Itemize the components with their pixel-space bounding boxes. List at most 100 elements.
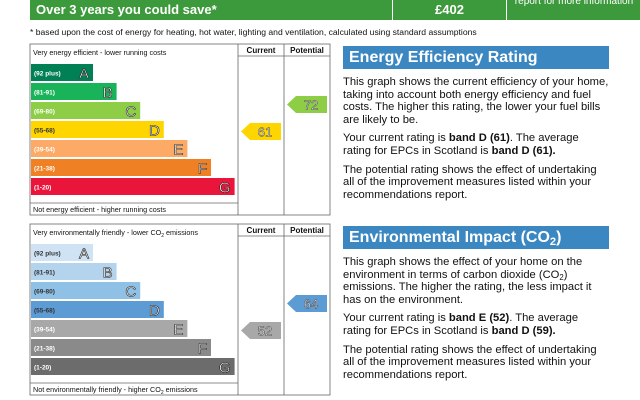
label-part: Very environmentally friendly - lower CO — [33, 228, 162, 237]
column-header: Potential — [290, 46, 324, 55]
paragraph: Your current rating is band E (52). The … — [343, 312, 609, 337]
band-range: (81-91) — [34, 90, 55, 97]
band — [31, 301, 164, 318]
label-part: emissions — [164, 385, 198, 394]
chart-frame — [29, 43, 331, 216]
paragraph: This graph shows the current efficiency … — [343, 76, 609, 126]
band — [31, 320, 188, 337]
text-run: This graph shows the current efficiency … — [343, 76, 609, 126]
rating-arrow — [287, 295, 327, 312]
heading: Energy Efficiency Rating — [343, 46, 609, 69]
text-run: band E (52) — [448, 312, 510, 325]
band-range: (21-38) — [34, 346, 55, 353]
band — [31, 263, 117, 280]
text-run: . The average rating for EPCs in Scotlan… — [343, 312, 579, 337]
band-letter: G — [219, 180, 231, 197]
rating-arrow — [241, 322, 281, 339]
band-range: (1-20) — [34, 185, 51, 192]
report-link[interactable]: report for more information — [506, 0, 640, 20]
heading-part: Energy Efficiency Rating — [349, 49, 538, 66]
subscript: 2 — [161, 233, 164, 239]
band-letter: B — [103, 85, 113, 102]
column-header: Current — [247, 46, 276, 55]
band-range: (1-20) — [34, 365, 51, 372]
band — [31, 178, 235, 195]
savings-amount: £402 — [392, 0, 506, 20]
energy-text: Energy Efficiency Rating This graph shows… — [343, 46, 609, 207]
text-run: The potential rating shows the effect of… — [343, 343, 597, 381]
band — [31, 282, 141, 299]
text-run: ) emissions. The higher the rating, the … — [343, 268, 592, 306]
band-letter: C — [125, 104, 136, 121]
band-range: (81-91) — [34, 270, 55, 277]
rating-charts: Very energy efficient - lower running co… — [29, 43, 331, 396]
band-letter: D — [149, 303, 160, 320]
band-range: (92 plus) — [34, 251, 61, 258]
band-letter: D — [149, 123, 160, 140]
paragraph: Your current rating is band D (61). The … — [343, 132, 609, 157]
band-range: (39-54) — [34, 147, 55, 154]
chart-frame — [29, 223, 331, 396]
label-part: Not environmentally friendly - higher CO — [33, 385, 161, 394]
heading-part: ) Rating — [349, 229, 562, 269]
paragraph: This graph shows the effect of your home… — [343, 256, 609, 306]
band-letter: G — [219, 360, 231, 377]
text-run: The potential rating shows the effect of… — [343, 163, 597, 201]
band — [31, 244, 93, 261]
savings-label: Over 3 years you could save* — [36, 2, 217, 17]
band-letter: F — [198, 161, 207, 178]
label-part: Very energy efficient - lower running co… — [33, 48, 167, 57]
text-run: band D (61) — [448, 132, 510, 145]
savings-bar: Over 3 years you could save* £402 report… — [30, 0, 640, 20]
band-letter: F — [198, 341, 207, 358]
band-range: (55-68) — [34, 128, 55, 135]
band-letter: A — [79, 246, 89, 263]
rating-value: 61 — [258, 125, 272, 140]
band — [31, 83, 117, 100]
rating-arrow — [287, 96, 327, 113]
band-letter: E — [173, 322, 183, 339]
heading-part: 2 — [549, 235, 557, 248]
band — [31, 358, 235, 375]
subscript: 2 — [161, 390, 164, 396]
band — [31, 64, 93, 81]
heading-part: Environmental Impact (CO — [349, 229, 550, 246]
text-run: 2 — [559, 272, 564, 282]
label-part: emissions — [164, 228, 198, 237]
text-run: . The average rating for EPCs in Scotlan… — [343, 132, 579, 157]
environmental-text: Environmental Impact (CO2) Rating This gr… — [343, 226, 609, 387]
band — [31, 121, 164, 138]
band-range: (39-54) — [34, 327, 55, 334]
paragraph: The potential rating shows the effect of… — [343, 164, 609, 202]
heading: Environmental Impact (CO2) Rating — [343, 226, 609, 269]
column-header: Potential — [290, 226, 324, 235]
label-part: Not energy efficient - higher running co… — [33, 205, 166, 214]
band-letter: A — [79, 66, 89, 83]
paragraph: The potential rating shows the effect of… — [343, 344, 609, 382]
band-letter: C — [125, 284, 136, 301]
text-run: band D (59). — [491, 324, 556, 337]
band-range: (92 plus) — [34, 71, 61, 78]
text-run: Your current rating is — [343, 312, 449, 325]
rating-value: 72 — [304, 98, 318, 113]
band-letter: E — [173, 142, 183, 159]
rating-value: 64 — [304, 297, 318, 312]
rating-value: 52 — [258, 324, 272, 339]
text-run: Your current rating is — [343, 132, 449, 145]
bottom-label: Not energy efficient - higher running co… — [33, 205, 166, 214]
band — [31, 339, 211, 356]
text-run: This graph shows the effect of your home… — [343, 256, 583, 281]
band-range: (69-80) — [34, 109, 55, 116]
band — [31, 159, 211, 176]
band-range: (69-80) — [34, 289, 55, 296]
band-range: (55-68) — [34, 308, 55, 315]
band-range: (21-38) — [34, 166, 55, 173]
top-label: Very energy efficient - lower running co… — [33, 48, 167, 57]
band — [31, 102, 141, 119]
text-run: band D (61). — [491, 144, 556, 157]
footnote: * based upon the cost of energy for heat… — [30, 27, 477, 37]
rating-arrow — [241, 123, 281, 140]
band-letter: B — [103, 265, 113, 282]
band — [31, 140, 188, 157]
